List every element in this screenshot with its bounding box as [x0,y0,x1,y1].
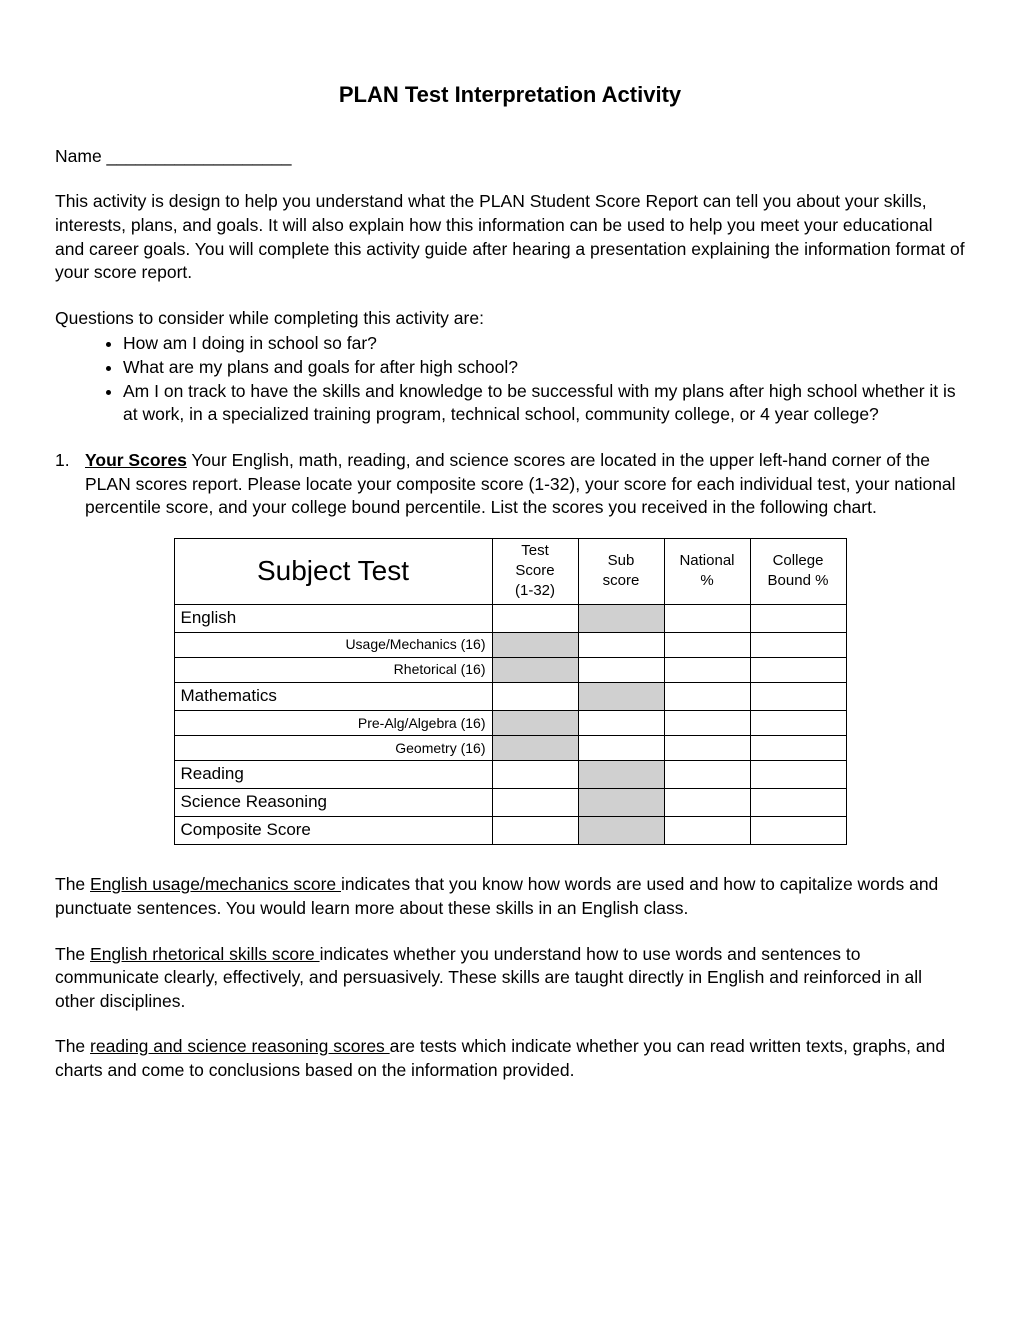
table-row: Mathematics [174,683,846,711]
table-row: Usage/Mechanics (16) [174,632,846,657]
desc-pre: The [55,874,90,894]
table-row: Rhetorical (16) [174,657,846,682]
question-item: Am I on track to have the skills and kno… [123,380,965,427]
header-subject: Subject Test [174,538,492,604]
score-cell[interactable] [492,657,578,682]
desc-underline: reading and science reasoning scores [90,1036,390,1056]
questions-list: How am I doing in school so far? What ar… [123,332,965,427]
header-sub-score: Subscore [578,538,664,604]
table-header-row: Subject Test TestScore(1-32) Subscore Na… [174,538,846,604]
score-cell[interactable] [492,632,578,657]
name-field-label: Name ___________________ [55,145,965,169]
table-row: Pre-Alg/Algebra (16) [174,710,846,735]
row-label: Mathematics [174,683,492,711]
desc-pre: The [55,944,90,964]
score-cell[interactable] [750,632,846,657]
table-row: Reading [174,761,846,789]
score-cell[interactable] [492,817,578,845]
score-cell[interactable] [578,710,664,735]
score-cell[interactable] [750,710,846,735]
score-cell[interactable] [492,761,578,789]
table-row: Science Reasoning [174,789,846,817]
desc-underline: English usage/mechanics score [90,874,341,894]
desc-underline: English rhetorical skills score [90,944,320,964]
table-row: English [174,604,846,632]
section-1: 1. Your Scores Your English, math, readi… [55,449,965,520]
score-cell[interactable] [664,683,750,711]
section-heading: Your Scores [85,450,187,470]
header-test-score: TestScore(1-32) [492,538,578,604]
row-label: Pre-Alg/Algebra (16) [174,710,492,735]
score-cell[interactable] [750,604,846,632]
score-cell[interactable] [750,683,846,711]
section-number: 1. [55,449,85,520]
scores-table-wrap: Subject Test TestScore(1-32) Subscore Na… [55,538,965,845]
score-cell[interactable] [664,710,750,735]
header-national: National% [664,538,750,604]
score-cell[interactable] [578,761,664,789]
desc-english-rhetorical: The English rhetorical skills score indi… [55,943,965,1014]
intro-paragraph: This activity is design to help you unde… [55,190,965,285]
score-cell[interactable] [664,736,750,761]
score-cell[interactable] [492,789,578,817]
score-cell[interactable] [664,657,750,682]
page-title: PLAN Test Interpretation Activity [55,80,965,110]
score-cell[interactable] [750,657,846,682]
score-cell[interactable] [578,736,664,761]
score-cell[interactable] [750,736,846,761]
row-label: Science Reasoning [174,789,492,817]
score-cell[interactable] [492,683,578,711]
score-cell[interactable] [578,632,664,657]
score-cell[interactable] [664,761,750,789]
score-cell[interactable] [750,817,846,845]
score-cell[interactable] [492,604,578,632]
score-cell[interactable] [578,817,664,845]
score-cell[interactable] [664,632,750,657]
section-text: Your English, math, reading, and science… [85,450,956,517]
score-cell[interactable] [492,736,578,761]
score-cell[interactable] [664,789,750,817]
score-cell[interactable] [578,683,664,711]
row-label: Rhetorical (16) [174,657,492,682]
row-label: Geometry (16) [174,736,492,761]
score-cell[interactable] [578,789,664,817]
scores-table: Subject Test TestScore(1-32) Subscore Na… [174,538,847,845]
header-college: CollegeBound % [750,538,846,604]
question-item: How am I doing in school so far? [123,332,965,356]
table-row: Composite Score [174,817,846,845]
row-label: Reading [174,761,492,789]
table-row: Geometry (16) [174,736,846,761]
score-cell[interactable] [578,657,664,682]
score-cell[interactable] [750,761,846,789]
score-cell[interactable] [578,604,664,632]
score-cell[interactable] [492,710,578,735]
desc-reading-science: The reading and science reasoning scores… [55,1035,965,1082]
score-cell[interactable] [664,604,750,632]
section-body: Your Scores Your English, math, reading,… [85,449,965,520]
score-cell[interactable] [750,789,846,817]
scores-table-body: English Usage/Mechanics (16) Rhetorical … [174,604,846,845]
desc-english-usage: The English usage/mechanics score indica… [55,873,965,920]
score-cell[interactable] [664,817,750,845]
row-label: Usage/Mechanics (16) [174,632,492,657]
row-label: English [174,604,492,632]
row-label: Composite Score [174,817,492,845]
desc-pre: The [55,1036,90,1056]
questions-intro: Questions to consider while completing t… [55,307,965,331]
question-item: What are my plans and goals for after hi… [123,356,965,380]
